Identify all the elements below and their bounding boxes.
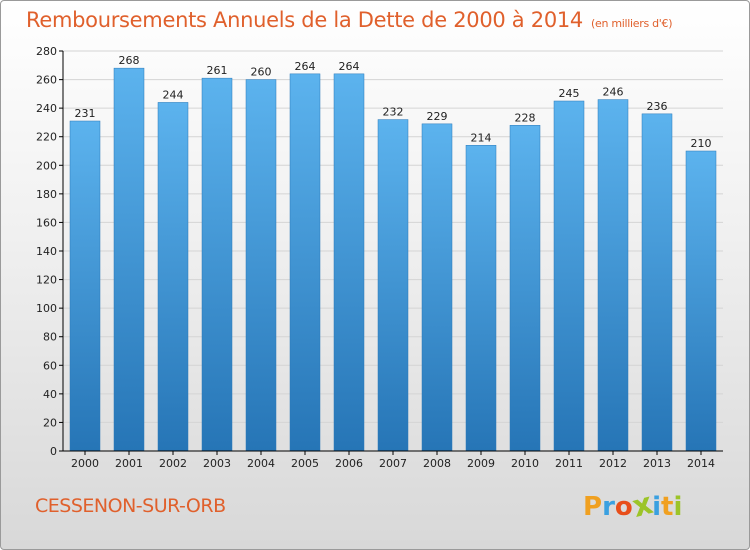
y-tick-label: 100 <box>36 302 57 315</box>
y-tick-label: 160 <box>36 216 57 229</box>
chart-title-text: Remboursements Annuels de la Dette de 20… <box>26 8 583 32</box>
bar <box>421 123 453 452</box>
y-tick-label: 220 <box>36 131 57 144</box>
bar <box>685 150 717 452</box>
bar-value-label: 231 <box>75 107 96 120</box>
x-tick-label: 2009 <box>467 457 495 470</box>
chart-title: Remboursements Annuels de la Dette de 20… <box>26 8 672 32</box>
x-tick-label: 2006 <box>335 457 363 470</box>
location-name: CESSENON-SUR-ORB <box>35 495 226 517</box>
bar <box>465 145 497 452</box>
bar <box>289 73 321 452</box>
bar <box>201 77 233 452</box>
bar <box>333 73 365 452</box>
proxiti-logo: Proxiti <box>583 486 683 525</box>
x-tick-label: 2001 <box>115 457 143 470</box>
bar-value-label: 228 <box>515 111 536 124</box>
bar-value-label: 244 <box>163 88 184 101</box>
x-tick-label: 2007 <box>379 457 407 470</box>
x-tick-label: 2010 <box>511 457 539 470</box>
y-tick-label: 240 <box>36 102 57 115</box>
bar-value-label: 214 <box>471 131 492 144</box>
x-tick-label: 2014 <box>687 457 715 470</box>
y-tick-label: 260 <box>36 74 57 87</box>
x-tick-label: 2013 <box>643 457 671 470</box>
bar-value-label: 260 <box>251 66 272 79</box>
bar-value-label: 268 <box>119 54 140 67</box>
logo-letter: t <box>661 492 674 522</box>
bar <box>245 79 277 452</box>
bar <box>113 67 145 452</box>
x-tick-label: 2002 <box>159 457 187 470</box>
logo-letter: P <box>583 492 603 522</box>
x-tick-label: 2000 <box>71 457 99 470</box>
y-tick-label: 200 <box>36 159 57 172</box>
y-tick-label: 120 <box>36 274 57 287</box>
x-tick-label: 2012 <box>599 457 627 470</box>
bar-value-label: 232 <box>383 106 404 119</box>
y-tick-label: 20 <box>43 416 57 429</box>
y-tick-label: 280 <box>36 45 57 58</box>
bar-value-label: 246 <box>603 86 624 99</box>
logo-letter: o <box>614 492 633 522</box>
y-tick-label: 80 <box>43 331 57 344</box>
y-tick-label: 140 <box>36 245 57 258</box>
bar-value-label: 245 <box>559 87 580 100</box>
x-tick-label: 2004 <box>247 457 275 470</box>
bar <box>157 102 189 452</box>
logo-letter: i <box>673 492 683 522</box>
chart-subtitle: (en milliers d'€) <box>591 17 673 30</box>
y-tick-label: 40 <box>43 388 57 401</box>
bar <box>641 113 673 452</box>
bar <box>69 120 101 452</box>
x-tick-label: 2011 <box>555 457 583 470</box>
y-tick-label: 180 <box>36 188 57 201</box>
bar <box>553 100 585 452</box>
bar-value-label: 264 <box>295 60 316 73</box>
logo-letter: i <box>652 492 662 522</box>
bar <box>509 125 541 452</box>
bar <box>597 99 629 452</box>
bar-value-label: 229 <box>427 110 448 123</box>
x-tick-label: 2005 <box>291 457 319 470</box>
bar-value-label: 264 <box>339 60 360 73</box>
bar-value-label: 210 <box>691 137 712 150</box>
bar <box>377 119 409 452</box>
bar-value-label: 236 <box>647 100 668 113</box>
y-tick-label: 60 <box>43 359 57 372</box>
x-tick-label: 2003 <box>203 457 231 470</box>
x-tick-label: 2008 <box>423 457 451 470</box>
logo-letter: r <box>602 492 615 522</box>
bar-value-label: 261 <box>207 64 228 77</box>
y-tick-label: 0 <box>50 445 57 458</box>
